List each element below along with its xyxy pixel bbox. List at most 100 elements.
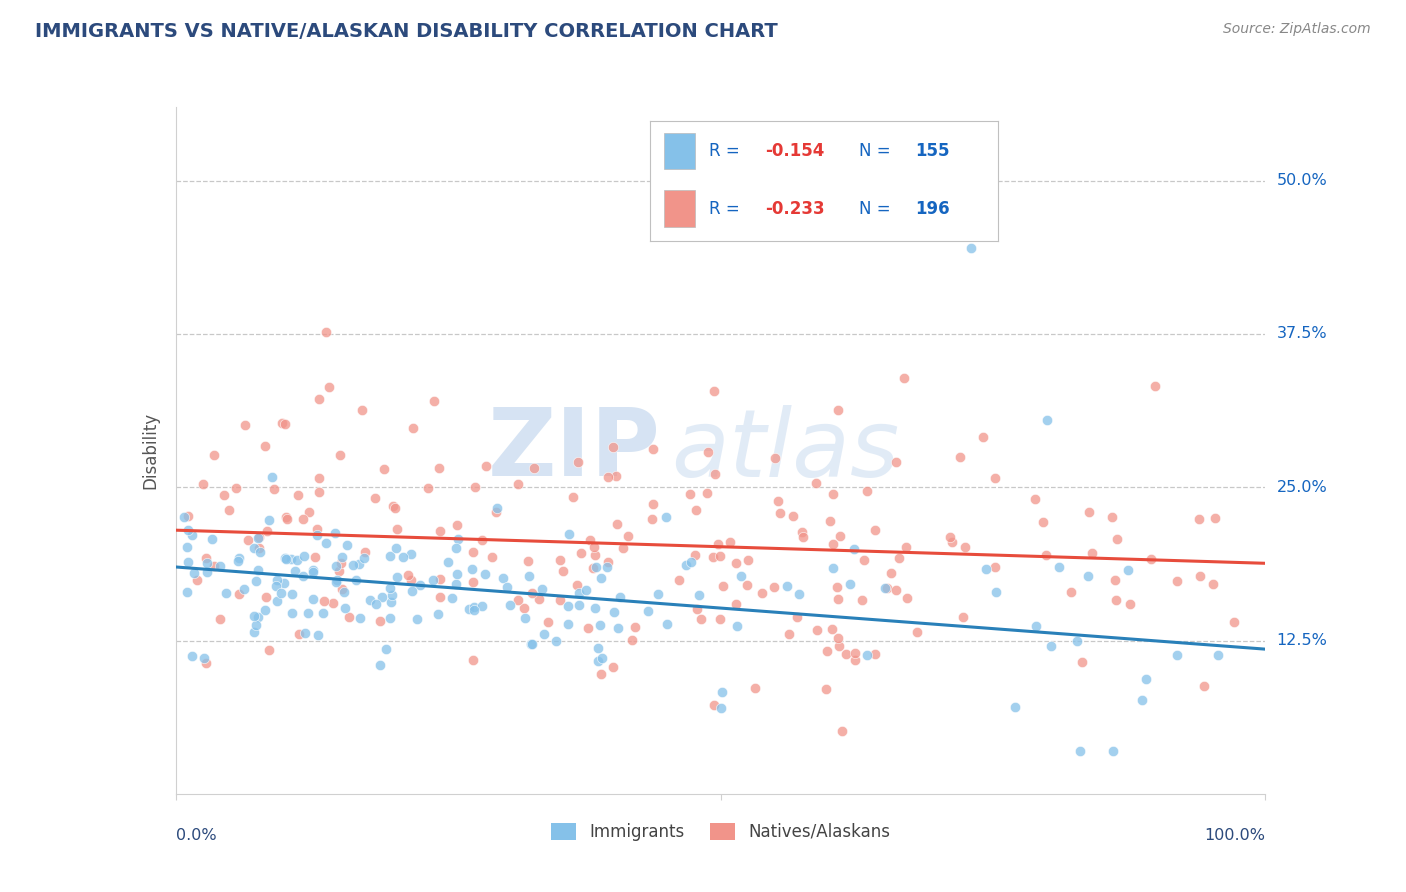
Point [828, 639, 851, 653]
Point [276, 551, 298, 566]
Point [304, 550, 326, 565]
Text: 37.5%: 37.5% [1277, 326, 1327, 342]
Point [257, 513, 280, 527]
Point [863, 523, 886, 537]
Point [513, 601, 536, 615]
Point [208, 612, 231, 626]
Point [561, 490, 583, 504]
Point [517, 554, 540, 568]
Point [247, 530, 270, 544]
Point [735, 578, 758, 592]
Point [371, 590, 394, 604]
Point [602, 659, 624, 673]
Point [429, 572, 451, 586]
Point [603, 605, 626, 619]
Point [242, 608, 264, 623]
Point [264, 579, 287, 593]
Point [353, 551, 375, 566]
Point [273, 576, 295, 591]
Point [247, 541, 270, 555]
Point [586, 641, 609, 656]
Point [246, 532, 269, 546]
Point [270, 586, 292, 600]
Text: atlas: atlas [672, 405, 900, 496]
Point [281, 606, 304, 620]
Point [274, 417, 297, 431]
Point [782, 509, 804, 524]
Point [475, 458, 498, 473]
Point [724, 556, 747, 570]
Point [307, 628, 329, 642]
Point [637, 604, 659, 618]
Point [485, 501, 508, 516]
Point [702, 550, 724, 565]
Point [429, 590, 451, 604]
Point [471, 599, 494, 614]
Text: ZIP: ZIP [488, 404, 661, 497]
Point [585, 560, 607, 574]
Point [1192, 680, 1215, 694]
Point [815, 644, 838, 658]
Point [396, 568, 419, 582]
Text: 0.0%: 0.0% [176, 828, 217, 843]
Point [408, 577, 430, 591]
Point [821, 623, 844, 637]
Point [177, 523, 200, 537]
Point [1066, 634, 1088, 648]
Point [195, 565, 218, 579]
Point [828, 529, 851, 543]
Point [292, 568, 315, 582]
Point [446, 518, 468, 533]
Point [657, 617, 679, 632]
Point [463, 602, 485, 616]
Point [315, 325, 337, 339]
Point [685, 503, 707, 517]
Point [384, 541, 406, 556]
Point [583, 600, 606, 615]
Point [315, 536, 337, 550]
Point [718, 535, 741, 549]
Point [461, 575, 484, 590]
Point [401, 421, 423, 435]
Point [624, 620, 647, 634]
Point [228, 586, 250, 600]
Point [647, 586, 669, 600]
Point [863, 647, 886, 661]
Point [609, 590, 631, 604]
Point [905, 625, 928, 640]
Point [1077, 505, 1099, 519]
Point [195, 556, 218, 570]
Point [778, 626, 800, 640]
Point [711, 579, 734, 593]
Point [875, 581, 897, 595]
Point [463, 653, 485, 667]
Point [444, 541, 467, 556]
Point [515, 611, 537, 625]
Point [941, 535, 963, 549]
Point [1039, 639, 1062, 653]
Point [481, 549, 503, 564]
Point [974, 562, 997, 576]
Point [787, 587, 810, 601]
Point [297, 606, 319, 620]
Point [855, 483, 877, 498]
Point [751, 586, 773, 600]
Point [245, 574, 267, 588]
Point [589, 618, 612, 632]
Point [1004, 700, 1026, 714]
Point [568, 585, 591, 599]
Point [246, 610, 269, 624]
Point [333, 585, 356, 599]
Point [176, 540, 198, 554]
Point [1032, 515, 1054, 529]
Point [520, 637, 543, 651]
Point [294, 625, 316, 640]
Point [821, 537, 844, 551]
Point [301, 563, 323, 577]
Point [1101, 510, 1123, 524]
Point [195, 551, 218, 566]
Text: IMMIGRANTS VS NATIVE/ALASKAN DISABILITY CORRELATION CHART: IMMIGRANTS VS NATIVE/ALASKAN DISABILITY … [35, 22, 778, 41]
Point [280, 587, 302, 601]
Point [418, 481, 440, 495]
Point [533, 627, 555, 641]
